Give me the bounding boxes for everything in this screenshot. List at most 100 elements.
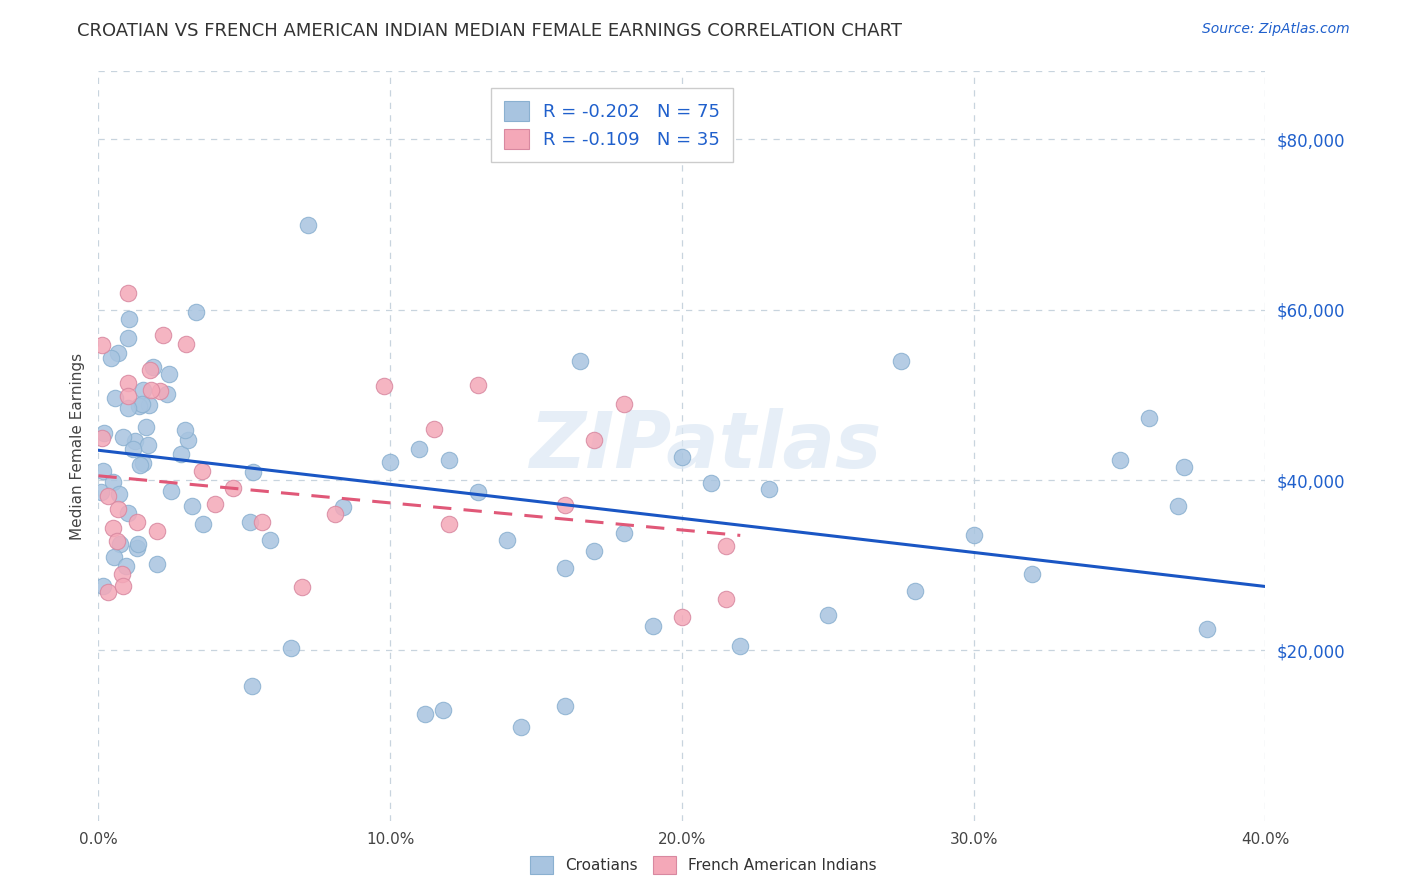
Point — [437, 453, 460, 467]
Point — [152, 328, 174, 343]
Point — [325, 507, 347, 521]
Point — [117, 401, 139, 415]
Point — [121, 442, 143, 457]
Point — [291, 580, 314, 594]
Point — [90, 485, 112, 500]
Point — [423, 422, 446, 436]
Point — [583, 433, 606, 447]
Point — [104, 391, 127, 405]
Point — [1173, 460, 1195, 475]
Point — [239, 515, 262, 529]
Point — [91, 338, 114, 352]
Legend: Croatians, French American Indians: Croatians, French American Indians — [523, 850, 883, 880]
Point — [100, 351, 122, 366]
Point — [184, 305, 207, 319]
Point — [157, 368, 180, 382]
Point — [413, 707, 436, 722]
Text: Source: ZipAtlas.com: Source: ZipAtlas.com — [1202, 22, 1350, 37]
Point — [103, 549, 125, 564]
Point — [132, 457, 155, 471]
Point — [132, 383, 155, 397]
Point — [97, 489, 120, 503]
Point — [110, 537, 132, 551]
Point — [583, 544, 606, 558]
Point — [612, 396, 634, 410]
Point — [259, 533, 281, 547]
Point — [1137, 411, 1160, 425]
Point — [139, 383, 162, 397]
Point — [1108, 452, 1130, 467]
Point — [554, 560, 576, 574]
Point — [135, 420, 157, 434]
Point — [467, 484, 489, 499]
Point — [1167, 500, 1189, 514]
Point — [138, 399, 160, 413]
Point — [117, 507, 139, 521]
Point — [280, 641, 302, 656]
Point — [125, 541, 148, 556]
Point — [252, 516, 274, 530]
Point — [496, 533, 519, 547]
Point — [115, 558, 138, 573]
Point — [554, 698, 576, 713]
Point — [91, 578, 114, 592]
Point — [700, 475, 723, 490]
Point — [641, 618, 664, 632]
Point — [136, 437, 159, 451]
Point — [671, 450, 693, 465]
Point — [568, 354, 591, 368]
Point — [131, 397, 153, 411]
Point — [380, 455, 402, 469]
Point — [714, 539, 737, 553]
Point — [467, 377, 489, 392]
Point — [204, 497, 226, 511]
Point — [111, 430, 134, 444]
Point — [297, 218, 319, 232]
Point — [112, 579, 135, 593]
Point — [730, 639, 752, 653]
Point — [111, 566, 134, 581]
Point — [107, 502, 129, 516]
Point — [240, 679, 263, 693]
Point — [758, 482, 780, 496]
Point — [117, 285, 139, 300]
Point — [510, 720, 533, 734]
Point — [101, 475, 124, 490]
Point — [408, 442, 430, 456]
Point — [129, 458, 152, 472]
Point — [145, 524, 167, 538]
Point — [117, 331, 139, 345]
Point — [222, 481, 245, 495]
Point — [181, 499, 204, 513]
Legend: R = -0.202   N = 75, R = -0.109   N = 35: R = -0.202 N = 75, R = -0.109 N = 35 — [491, 88, 733, 162]
Point — [437, 517, 460, 532]
Point — [117, 376, 139, 390]
Point — [107, 346, 129, 360]
Point — [962, 527, 984, 541]
Point — [170, 447, 193, 461]
Text: CROATIAN VS FRENCH AMERICAN INDIAN MEDIAN FEMALE EARNINGS CORRELATION CHART: CROATIAN VS FRENCH AMERICAN INDIAN MEDIA… — [77, 22, 903, 40]
Point — [117, 389, 139, 403]
Point — [156, 387, 179, 401]
Point — [125, 515, 148, 529]
Point — [612, 525, 634, 540]
Point — [332, 500, 354, 514]
Point — [124, 434, 146, 449]
Point — [105, 534, 128, 549]
Point — [97, 585, 120, 599]
Point — [128, 399, 150, 413]
Point — [373, 379, 395, 393]
Point — [714, 592, 737, 607]
Point — [174, 423, 197, 437]
Point — [191, 517, 214, 532]
Point — [160, 483, 183, 498]
Y-axis label: Median Female Earnings: Median Female Earnings — [69, 352, 84, 540]
Point — [432, 703, 454, 717]
Text: ZIPatlas: ZIPatlas — [529, 408, 882, 484]
Point — [149, 384, 172, 398]
Point — [174, 336, 197, 351]
Point — [190, 464, 212, 478]
Point — [1195, 623, 1218, 637]
Point — [91, 465, 114, 479]
Point — [118, 311, 141, 326]
